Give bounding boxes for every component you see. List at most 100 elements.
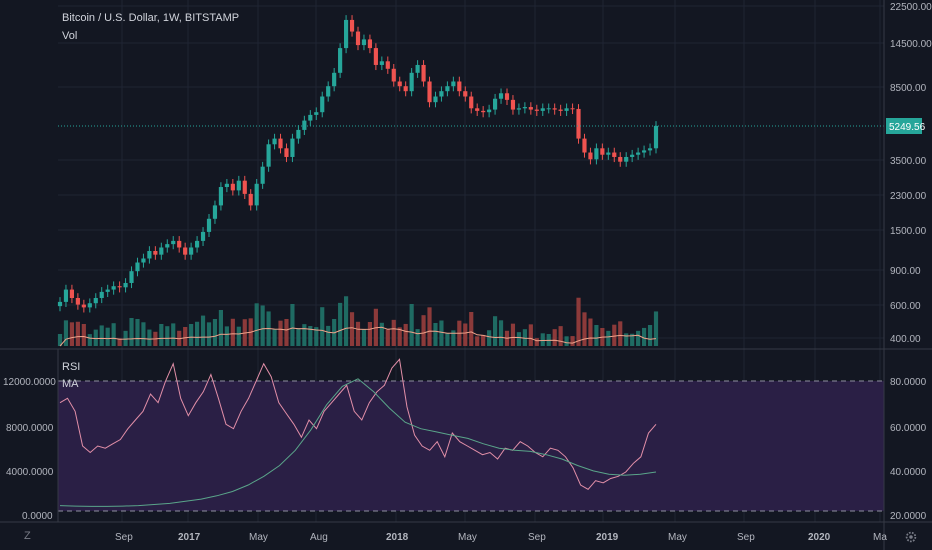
ma-legend[interactable]: MA: [62, 378, 79, 390]
volume-bar: [391, 319, 396, 346]
volume-bar: [278, 320, 283, 346]
candle-body: [332, 72, 337, 87]
candle-body: [534, 109, 539, 111]
candle-body: [272, 138, 277, 145]
candle-body: [594, 148, 599, 160]
volume-bar: [123, 330, 128, 346]
candle-body: [159, 247, 164, 255]
candle-body: [194, 240, 200, 248]
candle-body: [320, 96, 325, 113]
volume-bar: [320, 307, 325, 346]
candle-body: [469, 96, 474, 109]
chart-title: Bitcoin / U.S. Dollar, 1W, BITSTAMP: [62, 12, 240, 24]
candle-body: [498, 93, 504, 99]
volume-bar: [606, 330, 611, 346]
candle-body: [385, 61, 390, 69]
price-tick: 900.00: [890, 266, 921, 277]
volume-bar: [260, 305, 265, 346]
volume-bar: [653, 311, 659, 346]
volume-bar: [308, 326, 313, 346]
volume-bar: [487, 330, 492, 346]
candle-body: [522, 107, 527, 109]
volume-bar: [343, 296, 349, 346]
volume-bar: [69, 322, 75, 346]
rsi-ma-line: [59, 378, 657, 507]
volume-bar: [284, 319, 289, 346]
candle-body: [93, 298, 98, 304]
rsi-right-axis: 80.0000 60.0000 40.0000 20.0000: [890, 377, 927, 522]
candle-body: [230, 183, 235, 191]
volume-bar: [588, 318, 593, 346]
candle-body: [397, 81, 402, 87]
candle-body: [355, 31, 361, 46]
candle-body: [200, 231, 206, 241]
zoom-icon[interactable]: Z: [24, 530, 31, 542]
rsi-left-axis: 12000.0000 8000.0000 4000.0000 0.0000: [3, 377, 56, 522]
current-price-label: 5249.56: [889, 122, 926, 133]
volume-bar: [641, 327, 647, 346]
volume-bar: [165, 326, 170, 346]
candle-body: [582, 138, 587, 153]
candle-body: [296, 129, 301, 139]
volume-bar: [552, 329, 557, 346]
volume-bar: [445, 332, 450, 346]
volume-bar: [385, 329, 390, 346]
candle-body: [403, 86, 408, 92]
candle-body: [576, 108, 581, 139]
candle-body: [87, 303, 92, 308]
price-tick: 2300.00: [890, 191, 927, 202]
candle-body: [278, 138, 283, 149]
candle-body: [254, 183, 259, 206]
volume-bar: [647, 325, 653, 346]
time-tick: 2017: [178, 532, 201, 543]
candle-body: [612, 152, 617, 157]
candle-body: [81, 304, 86, 308]
volume-bar: [81, 324, 86, 346]
candlesticks: [57, 15, 659, 313]
candle-body: [391, 68, 396, 82]
candle-body: [141, 258, 146, 263]
volume-bar: [349, 312, 355, 346]
candle-body: [206, 218, 212, 232]
time-tick: Sep: [115, 532, 133, 543]
volume-ma-line: [59, 326, 657, 347]
volume-bar: [194, 321, 200, 346]
volume-bar: [594, 325, 599, 346]
ma-scale-tick: 4000.0000: [6, 467, 54, 478]
rsi-legend[interactable]: RSI: [62, 361, 81, 373]
candle-body: [630, 154, 635, 157]
candle-body: [117, 286, 122, 288]
candle-body: [135, 262, 140, 272]
volume-bar: [218, 310, 224, 346]
price-axis[interactable]: 22500.00 14500.00 8500.00 5249.56 3500.0…: [886, 2, 932, 345]
volume-bar: [576, 297, 581, 346]
volume-bar: [481, 335, 486, 346]
candle-body: [636, 152, 641, 155]
time-axis[interactable]: Sep 2017 May Aug 2018 May Sep 2019 May S…: [115, 532, 887, 543]
price-tick: 600.00: [890, 301, 921, 312]
candle-body: [558, 109, 563, 111]
volume-legend[interactable]: Vol: [62, 30, 78, 42]
candle-body: [147, 250, 152, 259]
rsi-scale-tick: 20.0000: [890, 511, 927, 522]
volume-bar: [516, 332, 522, 346]
volume-bar: [147, 329, 152, 346]
volume-bar: [206, 322, 212, 346]
volume-bar: [57, 334, 63, 346]
ma-scale-tick: 8000.0000: [6, 423, 54, 434]
candle-body: [171, 240, 176, 245]
volume-bar: [433, 323, 438, 346]
volume-bar: [99, 325, 104, 346]
rsi-scale-tick: 40.0000: [890, 467, 927, 478]
candle-body: [409, 72, 414, 92]
current-price-badge: [886, 118, 922, 134]
gear-icon[interactable]: [903, 530, 919, 544]
candle-body: [69, 289, 75, 299]
rsi-scale-tick: 80.0000: [890, 377, 927, 388]
candle-body: [326, 86, 331, 97]
candle-body: [504, 93, 510, 100]
volume-bar: [105, 327, 110, 346]
candle-body: [546, 108, 551, 110]
rsi-scale-tick: 60.0000: [890, 423, 927, 434]
